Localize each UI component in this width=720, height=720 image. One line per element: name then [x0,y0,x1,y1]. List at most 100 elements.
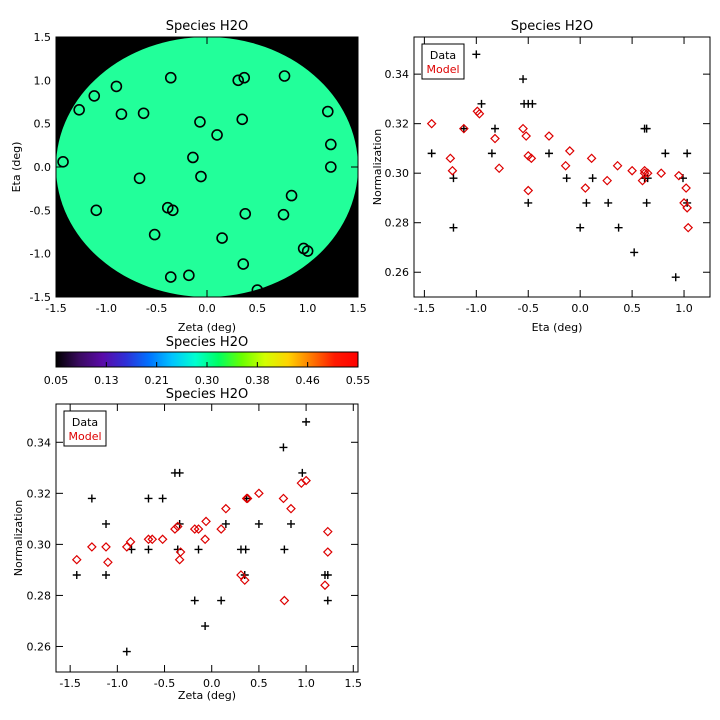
eta-model-point [602,175,613,186]
eta-model-point [518,123,528,134]
zeta-y-tick-label: 0.32 [27,487,52,500]
zeta-frame [55,403,359,673]
map-marker [164,71,177,84]
eta-x-axis: -1.5 -1.0 -0.5 0.0 0.5 1.0 [414,37,693,315]
zeta-data-point [241,545,250,554]
eta-scatter-panel: Species H2O -1.5 -1.0 -0.5 0.0 0.5 1.0 0.260.… [371,19,711,334]
zeta-model-point [157,534,168,545]
eta-data-point [449,174,458,183]
map-marker [194,116,206,128]
zeta-model-point [279,595,290,606]
zeta-model-point [322,547,333,557]
zeta-x-tick-label: -1.5 [59,677,80,690]
zeta-model-point [147,534,158,545]
zeta-data-point [72,571,81,580]
eta-y-tick-label: 0.26 [385,266,410,279]
colorbar-tick-label: 0.55 [346,374,371,387]
zeta-model-point [254,488,264,499]
zeta-model-point [201,516,211,527]
map-marker [195,170,207,183]
zeta-model-point [143,534,154,545]
eta-data-point [614,223,623,232]
eta-points [426,50,694,282]
eta-y-axis: 0.26 0.28 0.30 0.32 0.34 [385,68,710,279]
eta-model-point [586,153,597,164]
zeta-data-point [254,519,263,528]
zeta-model-point [71,554,82,565]
eta-model-point [544,131,554,141]
eta-data-point [661,149,670,158]
zeta-data-point [175,468,184,477]
zeta-data-point [87,494,96,503]
map-x-tick-label: 1.5 [349,302,367,315]
eta-model-point [426,118,437,129]
zeta-x-label: Zeta (deg) [178,689,236,702]
map-y-tick-label: 0.0 [34,161,52,174]
zeta-legend-data: Data [72,416,98,429]
map-title: Species H2O [166,19,248,34]
eta-frame [413,36,711,298]
colorbar-ticks: 0.05 0.13 0.21 0.30 0.38 0.46 0.55 [44,362,371,387]
eta-data-point [671,273,680,282]
zeta-data-point [102,571,111,580]
zeta-legend-model: Model [68,430,101,443]
zeta-model-point [103,557,113,568]
zeta-model-point [286,503,296,514]
map-marker [278,70,291,82]
eta-model-point [474,108,485,119]
colorbar-title: Species H2O [166,335,248,350]
eta-model-point [681,183,691,193]
eta-model-point [627,165,637,176]
eta-title: Species H2O [511,19,593,34]
map-y-tick-label: 1.5 [34,31,52,44]
zeta-legend-box [63,410,107,447]
zeta-model-point [301,475,311,486]
eta-model-point [673,170,684,181]
map-x-tick-label: -0.5 [146,302,167,315]
map-marker [236,113,249,126]
zeta-x-tick-label: 1.0 [297,677,315,690]
zeta-data-point [102,519,111,528]
zeta-x-tick-label: 0.5 [250,677,268,690]
eta-data-point [588,174,597,183]
eta-y-tick-label: 0.34 [385,68,410,81]
eta-model-point [494,163,505,174]
map-disk [56,37,358,297]
eta-model-point [523,185,534,196]
map-marker [90,204,103,217]
map-x-tick-label: -1.5 [45,302,66,315]
eta-model-point [612,160,623,171]
zeta-data-point [298,468,307,477]
eta-model-point [459,123,469,134]
zeta-data-point [201,622,210,631]
zeta-data-point [144,545,153,554]
eta-x-label: Eta (deg) [532,321,583,334]
map-marker [88,90,101,102]
eta-data-point [449,223,458,232]
zeta-model-point [278,493,289,504]
zeta-model-point [174,554,185,565]
zeta-model-point [221,503,231,514]
zeta-model-point [170,524,180,534]
map-marker [325,138,337,151]
eta-x-tick-label: -0.5 [518,302,539,315]
colorbar-tick-label: 0.05 [44,374,69,387]
zeta-title: Species H2O [166,387,248,402]
eta-model-point [580,183,591,193]
eta-model-point [445,153,456,164]
zeta-y-label: Normalization [12,500,25,576]
eta-x-tick-label: 0.5 [623,302,641,315]
map-y-tick-label: -1.0 [30,248,51,261]
map-marker [285,189,298,202]
map-y-tick-label: 0.5 [34,118,52,131]
colorbar-tick-label: 0.46 [295,374,320,387]
map-marker [164,271,177,283]
zeta-data-point [190,596,199,605]
map-marker [239,208,252,220]
map-marker [325,161,337,173]
eta-data-point [683,149,692,158]
zeta-data-point [122,647,131,656]
eta-data-point [459,124,468,133]
map-marker [301,245,314,257]
